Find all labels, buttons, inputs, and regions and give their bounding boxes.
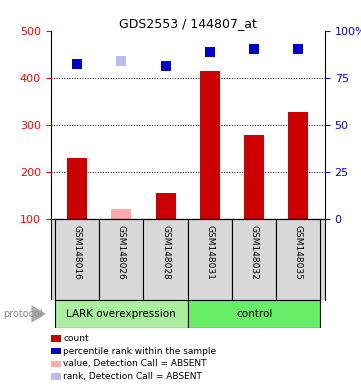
Bar xyxy=(55,300,188,328)
Bar xyxy=(99,219,143,300)
Text: GSM148026: GSM148026 xyxy=(117,225,126,279)
Bar xyxy=(200,71,220,219)
Title: GDS2553 / 144807_at: GDS2553 / 144807_at xyxy=(119,17,257,30)
Bar xyxy=(143,219,188,300)
Bar xyxy=(276,219,321,300)
Text: control: control xyxy=(236,309,272,319)
Text: count: count xyxy=(63,334,89,343)
Text: GSM148032: GSM148032 xyxy=(249,225,258,279)
Bar xyxy=(188,300,321,328)
Text: GSM148035: GSM148035 xyxy=(294,225,303,280)
Text: rank, Detection Call = ABSENT: rank, Detection Call = ABSENT xyxy=(63,372,202,381)
Bar xyxy=(188,219,232,300)
Bar xyxy=(288,112,308,219)
Bar xyxy=(67,158,87,219)
Text: protocol: protocol xyxy=(4,309,43,319)
Text: GSM148028: GSM148028 xyxy=(161,225,170,279)
Bar xyxy=(244,135,264,219)
Text: value, Detection Call = ABSENT: value, Detection Call = ABSENT xyxy=(63,359,207,368)
Bar xyxy=(112,210,131,219)
Bar xyxy=(156,193,175,219)
Text: percentile rank within the sample: percentile rank within the sample xyxy=(63,347,216,356)
Text: GSM148031: GSM148031 xyxy=(205,225,214,280)
Bar xyxy=(55,219,99,300)
Text: LARK overexpression: LARK overexpression xyxy=(66,309,176,319)
Text: GSM148016: GSM148016 xyxy=(73,225,82,280)
Bar xyxy=(232,219,276,300)
Polygon shape xyxy=(31,305,46,323)
